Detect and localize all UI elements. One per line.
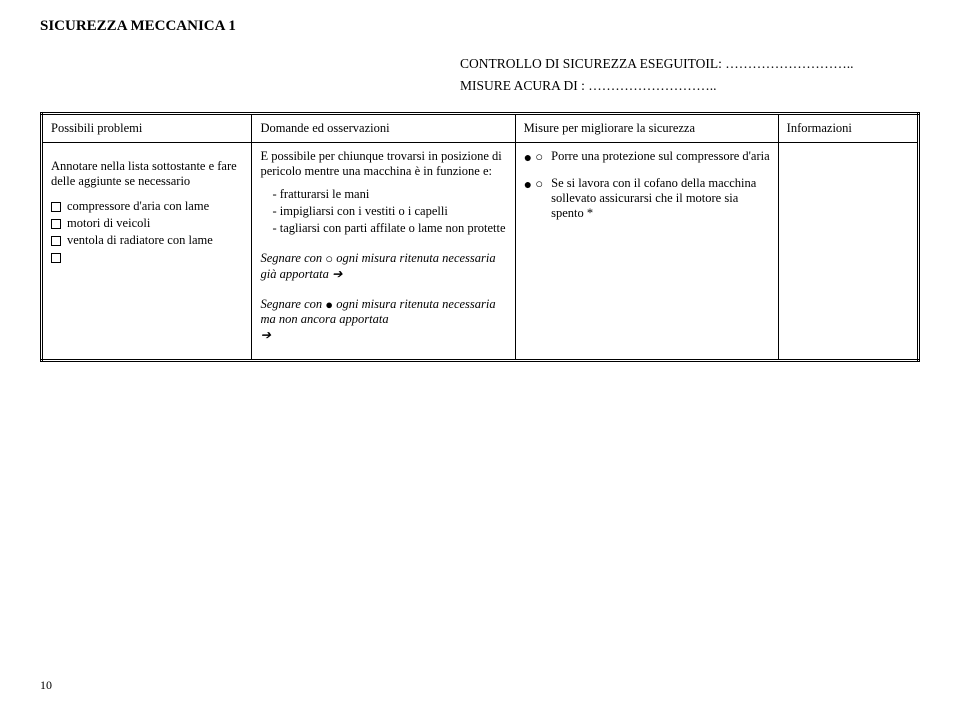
hollow-circle-icon: ○ xyxy=(535,150,543,163)
measure-text: Porre una protezione sul compressore d'a… xyxy=(551,149,770,164)
filled-circle-icon: ● xyxy=(325,297,333,312)
sign-instruction-2: Segnare con ● ogni misura ritenuta neces… xyxy=(260,296,506,343)
th-info: Informazioni xyxy=(778,114,918,143)
arrow-icon: ➔ xyxy=(260,328,270,342)
list-item: tagliarsi con parti affilate o lame non … xyxy=(272,221,506,236)
list-item: compressore d'aria con lame xyxy=(51,199,243,214)
questions-intro: E possibile per chiunque trovarsi in pos… xyxy=(260,149,506,179)
hollow-circle-icon: ○ xyxy=(325,251,333,266)
checkbox-icon xyxy=(51,236,61,246)
questions-list: fratturarsi le mani impigliarsi con i ve… xyxy=(260,187,506,236)
measure-text: Se si lavora con il cofano della macchin… xyxy=(551,176,770,221)
checkbox-icon xyxy=(51,219,61,229)
measure-item: ● ○ Porre una protezione sul compressore… xyxy=(524,149,770,166)
header-line-1: CONTROLLO DI SICUREZZA ESEGUITOIL: xyxy=(460,53,920,75)
filled-circle-icon: ● xyxy=(524,151,532,166)
sign-instruction-1: Segnare con ○ ogni misura ritenuta neces… xyxy=(260,250,506,282)
checkbox-icon xyxy=(51,253,61,263)
filled-circle-icon: ● xyxy=(524,178,532,193)
problems-list: compressore d'aria con lame motori di ve… xyxy=(51,199,243,265)
page-number: 10 xyxy=(40,678,52,693)
checkbox-icon xyxy=(51,202,61,212)
page-title: SICUREZZA MECCANICA 1 xyxy=(40,18,920,35)
safety-table: Possibili problemi Domande ed osservazio… xyxy=(40,112,920,362)
cell-questions: E possibile per chiunque trovarsi in pos… xyxy=(252,143,515,361)
th-questions: Domande ed osservazioni xyxy=(252,114,515,143)
status-icons: ● ○ xyxy=(524,149,544,166)
th-measures: Misure per migliorare la sicurezza xyxy=(515,114,778,143)
hollow-circle-icon: ○ xyxy=(535,177,543,190)
header-line-2: MISURE ACURA DI : xyxy=(460,75,920,97)
measure-item: ● ○ Se si lavora con il cofano della mac… xyxy=(524,176,770,221)
arrow-icon: ➔ xyxy=(332,267,342,281)
cell-problems: Annotare nella lista sottostante e fare … xyxy=(42,143,252,361)
th-problems: Possibili problemi xyxy=(42,114,252,143)
header-block: CONTROLLO DI SICUREZZA ESEGUITOIL: MISUR… xyxy=(460,53,920,96)
cell-info xyxy=(778,143,918,361)
cell-measures: ● ○ Porre una protezione sul compressore… xyxy=(515,143,778,361)
list-item: motori di veicoli xyxy=(51,216,243,231)
table-row: Annotare nella lista sottostante e fare … xyxy=(42,143,919,361)
problems-intro: Annotare nella lista sottostante e fare … xyxy=(51,159,243,189)
list-item xyxy=(51,250,243,265)
list-item: fratturarsi le mani xyxy=(272,187,506,202)
status-icons: ● ○ xyxy=(524,176,544,193)
table-header-row: Possibili problemi Domande ed osservazio… xyxy=(42,114,919,143)
list-item: impigliarsi con i vestiti o i capelli xyxy=(272,204,506,219)
list-item: ventola di radiatore con lame xyxy=(51,233,243,248)
